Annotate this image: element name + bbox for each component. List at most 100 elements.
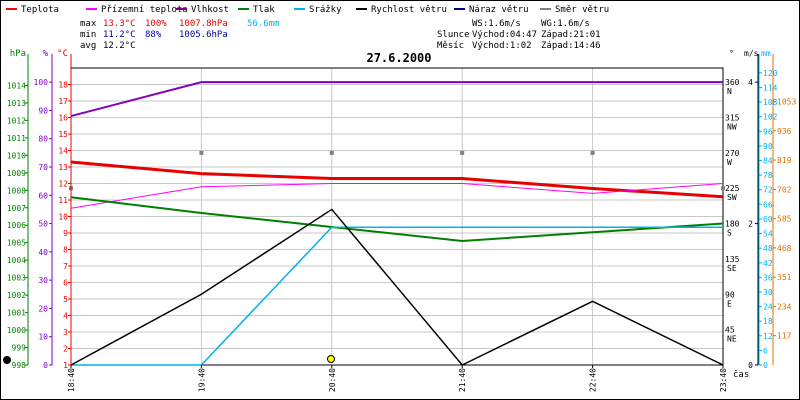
stat-avg-label: avg xyxy=(80,41,96,51)
temperature-tick-label: 12 xyxy=(58,180,68,189)
series-temp xyxy=(70,160,724,199)
series-layer xyxy=(3,81,725,366)
legend-label: Směr větru xyxy=(555,5,609,15)
orange-tick-label: 585 xyxy=(777,215,792,224)
direction-tick-label: 135 xyxy=(725,255,740,264)
direction-axis-unit: ° xyxy=(729,49,734,58)
direction-tick-label: 225 xyxy=(725,184,740,193)
compass-label: S xyxy=(727,229,732,238)
stat-min-label: min xyxy=(80,30,96,40)
humidity-tick-label: 100 xyxy=(34,78,49,87)
hpa-axis-unit: hPa xyxy=(10,49,26,59)
wind-speed-tick-label: 2 xyxy=(748,220,753,229)
hpa-tick-label: 1004 xyxy=(7,256,26,265)
humidity-tick-label: 0 xyxy=(43,361,48,370)
rain-tick-label: 114 xyxy=(763,83,778,92)
sun-set: Západ:21:01 xyxy=(541,30,601,40)
compass-label: NW xyxy=(727,123,737,132)
temperature-tick-label: 4 xyxy=(63,312,68,321)
astro-block: WS:1.6m/s WG:1.6m/s Slunce Východ:04:47 … xyxy=(437,19,601,51)
rain-tick-label: 48 xyxy=(763,244,773,253)
rain-tick-label: 6 xyxy=(763,346,768,355)
series-wind xyxy=(70,208,724,366)
temperature-tick-label: 10 xyxy=(58,213,68,222)
hpa-tick-label: 1009 xyxy=(7,169,26,178)
stat-max-label: max xyxy=(80,19,97,29)
wind-direction-point xyxy=(460,150,465,155)
x-tick-label: 22:40 xyxy=(589,368,598,392)
stat-min-hum: 88% xyxy=(145,30,162,40)
temperature-tick-label: 18 xyxy=(58,81,68,90)
x-tick-label: 20:40 xyxy=(328,368,337,392)
x-tick-label: 23:40 xyxy=(719,368,728,392)
sun-marker xyxy=(3,356,11,364)
series-press xyxy=(70,196,724,242)
stat-avg-temp: 12.2°C xyxy=(103,41,136,51)
temperature-tick-label: 2 xyxy=(63,345,68,354)
direction-tick-label: 45 xyxy=(725,326,735,335)
rain-axis-unit: mm xyxy=(761,49,771,58)
wind-gust-info: WG:1.6m/s xyxy=(541,19,590,29)
direction-tick-label: 360 xyxy=(725,78,740,87)
compass-label: SE xyxy=(727,264,737,273)
moon-set: Západ:14:46 xyxy=(541,41,601,51)
x-axis-label: čas xyxy=(733,369,749,380)
legend-label: Srážky xyxy=(309,5,342,15)
legend-label: Náraz větru xyxy=(469,5,529,15)
rain-tick-label: 96 xyxy=(763,127,773,136)
x-tick-label: 19:40 xyxy=(197,368,206,392)
humidity-tick-label: 40 xyxy=(38,248,48,257)
temperature-tick-label: 17 xyxy=(58,97,68,106)
chart-title: 27.6.2000 xyxy=(366,51,431,65)
temperature-tick-label: 7 xyxy=(63,262,68,271)
humidity-tick-label: 30 xyxy=(38,276,48,285)
rain-tick-label: 60 xyxy=(763,215,773,224)
x-tick-label: 18:40 xyxy=(67,368,76,392)
x-tick-label: 21:40 xyxy=(458,368,467,392)
rain-tick-label: 78 xyxy=(763,171,773,180)
series-hum xyxy=(70,81,723,118)
hpa-tick-label: 998 xyxy=(12,361,27,370)
hpa-tick-label: 1005 xyxy=(7,239,26,248)
temperature-tick-label: 15 xyxy=(58,130,68,139)
rain-tick-label: 42 xyxy=(763,259,773,268)
temperature-tick-label: 14 xyxy=(58,147,68,156)
rain-tick-label: 24 xyxy=(763,303,773,312)
orange-tick-label: 702 xyxy=(777,185,792,194)
humidity-tick-label: 60 xyxy=(38,191,48,200)
legend-label: Tlak xyxy=(253,5,275,15)
wind-speed-tick-label: 4 xyxy=(748,78,753,87)
temperature-tick-label: 3 xyxy=(63,328,68,337)
legend-label: Vlhkost xyxy=(191,5,229,15)
orange-tick-label: 1053 xyxy=(777,98,796,107)
temperature-tick-label: 13 xyxy=(58,163,68,172)
sun-rise: Východ:04:47 xyxy=(472,30,537,40)
hpa-tick-label: 1011 xyxy=(7,134,26,143)
rain-tick-label: 18 xyxy=(763,317,773,326)
direction-tick-label: 270 xyxy=(725,149,740,158)
temperature-axis-unit: °C xyxy=(57,49,68,59)
temperature-tick-label: 5 xyxy=(63,295,68,304)
rain-tick-label: 72 xyxy=(763,186,773,195)
humidity-tick-label: 70 xyxy=(38,163,48,172)
rain-tick-label: 0 xyxy=(763,361,768,370)
hpa-tick-label: 999 xyxy=(12,344,27,353)
orange-tick-label: 468 xyxy=(777,244,792,253)
stat-max-hum: 100% xyxy=(145,19,167,29)
hpa-tick-label: 1006 xyxy=(7,221,26,230)
stats-block: max 13.3°C 100% 1007.8hPa 56.6mm min 11.… xyxy=(80,19,280,51)
compass-label: NE xyxy=(727,335,737,344)
rain-tick-label: 30 xyxy=(763,288,773,297)
legend-label: Teplota xyxy=(21,5,59,15)
rain-tick-label: 84 xyxy=(763,157,773,166)
direction-tick-label: 180 xyxy=(725,220,740,229)
stat-max-rain: 56.6mm xyxy=(247,19,280,29)
direction-tick-label: 90 xyxy=(725,290,735,299)
rain-tick-label: 102 xyxy=(763,113,778,122)
wind-direction-point xyxy=(199,150,204,155)
rain-tick-label: 90 xyxy=(763,142,773,151)
compass-label: E xyxy=(727,299,732,308)
compass-label: SW xyxy=(727,193,737,202)
rain-tick-label: 66 xyxy=(763,200,773,209)
direction-tick-label: 315 xyxy=(725,114,740,123)
